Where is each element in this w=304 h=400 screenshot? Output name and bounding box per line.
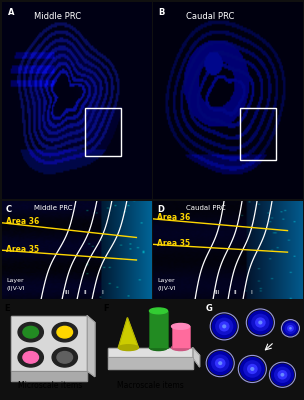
Text: (I)V-VI: (I)V-VI (6, 286, 25, 292)
Circle shape (287, 325, 294, 332)
Circle shape (243, 360, 261, 378)
Ellipse shape (57, 326, 73, 338)
Ellipse shape (52, 322, 78, 342)
Text: III: III (65, 290, 70, 295)
Circle shape (255, 317, 266, 328)
Ellipse shape (18, 348, 43, 367)
Text: Middle PRC: Middle PRC (34, 12, 81, 21)
Circle shape (285, 323, 296, 334)
Text: Area 35: Area 35 (157, 240, 190, 248)
Text: E: E (5, 304, 10, 313)
Text: Caudal PRC: Caudal PRC (185, 205, 225, 211)
Ellipse shape (23, 326, 39, 338)
Circle shape (215, 358, 226, 368)
Ellipse shape (18, 322, 43, 342)
Bar (150, 311, 168, 348)
Ellipse shape (171, 324, 190, 329)
Ellipse shape (23, 352, 39, 363)
Polygon shape (11, 316, 87, 371)
Text: Area 35: Area 35 (6, 245, 39, 254)
Circle shape (208, 351, 233, 375)
Ellipse shape (150, 345, 168, 350)
Ellipse shape (52, 348, 78, 367)
Text: I: I (101, 290, 103, 295)
Text: Microscale items: Microscale items (18, 381, 82, 390)
Circle shape (251, 314, 269, 331)
Circle shape (219, 321, 230, 332)
Text: (I)V-VI: (I)V-VI (157, 286, 176, 292)
Text: Macroscale items: Macroscale items (117, 381, 184, 390)
Text: B: B (159, 8, 165, 17)
Polygon shape (11, 371, 87, 380)
Circle shape (258, 320, 262, 324)
Circle shape (240, 357, 265, 381)
Bar (240, 108, 275, 160)
Text: II: II (233, 290, 237, 295)
Circle shape (274, 366, 291, 383)
Circle shape (289, 327, 292, 330)
Text: D: D (157, 205, 164, 214)
Ellipse shape (57, 352, 73, 363)
Text: Middle PRC: Middle PRC (34, 205, 73, 211)
Text: Caudal PRC: Caudal PRC (185, 12, 234, 21)
Text: G: G (205, 304, 212, 313)
Text: Layer: Layer (157, 278, 175, 283)
Circle shape (281, 373, 284, 377)
Polygon shape (108, 357, 193, 369)
Circle shape (218, 361, 222, 365)
Text: II: II (84, 290, 87, 295)
Bar (85, 108, 121, 156)
Polygon shape (108, 348, 193, 357)
Circle shape (282, 320, 299, 336)
Text: Area 36: Area 36 (6, 217, 39, 226)
Circle shape (271, 364, 294, 386)
Text: Layer: Layer (6, 278, 24, 283)
Circle shape (248, 310, 273, 335)
Circle shape (250, 367, 254, 371)
Circle shape (278, 370, 287, 380)
Text: I: I (250, 290, 252, 295)
Circle shape (211, 354, 229, 372)
Circle shape (222, 324, 226, 328)
Ellipse shape (171, 345, 190, 350)
Polygon shape (193, 348, 200, 367)
Circle shape (215, 318, 233, 335)
Polygon shape (87, 316, 95, 377)
Bar (171, 326, 190, 348)
Text: F: F (103, 304, 109, 313)
Polygon shape (118, 318, 138, 348)
Circle shape (212, 314, 237, 338)
Text: Area 36: Area 36 (157, 213, 190, 222)
Text: A: A (8, 8, 14, 17)
Text: III: III (214, 290, 220, 295)
Ellipse shape (118, 345, 138, 350)
Circle shape (247, 364, 258, 374)
Ellipse shape (150, 308, 168, 314)
Text: C: C (6, 205, 12, 214)
